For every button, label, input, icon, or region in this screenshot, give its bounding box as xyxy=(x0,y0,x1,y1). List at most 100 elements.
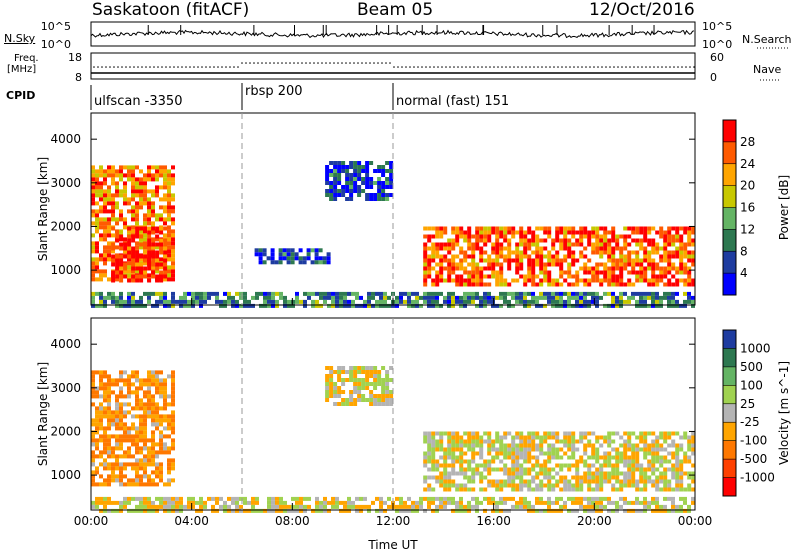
heatmap-cell xyxy=(119,426,123,431)
heatmap-cell xyxy=(591,496,595,501)
heatmap-cell xyxy=(575,270,580,275)
heatmap-cell xyxy=(543,459,548,464)
heatmap-cell xyxy=(275,303,279,308)
heatmap-cell xyxy=(439,266,444,271)
heatmap-cell xyxy=(539,262,544,267)
heatmap-cell xyxy=(103,482,107,487)
heatmap-cell xyxy=(479,471,484,476)
heatmap-cell xyxy=(383,303,387,308)
heatmap-cell xyxy=(155,165,159,170)
heatmap-cell xyxy=(151,414,155,419)
heatmap-cell xyxy=(603,463,608,468)
heatmap-cell xyxy=(347,500,351,505)
heatmap-cell xyxy=(527,451,532,456)
heatmap-cell xyxy=(451,479,456,484)
nave-point xyxy=(181,66,183,68)
heatmap-cell xyxy=(583,435,588,440)
heatmap-cell xyxy=(643,431,648,436)
heatmap-cell xyxy=(143,466,147,471)
heatmap-cell xyxy=(515,278,520,283)
heatmap-cell xyxy=(111,254,116,259)
heatmap-cell xyxy=(167,169,171,174)
heatmap-cell xyxy=(427,295,431,300)
heatmap-cell xyxy=(651,303,655,308)
heatmap-cell xyxy=(103,221,107,226)
heatmap-cell xyxy=(639,295,643,300)
heatmap-cell xyxy=(439,475,444,480)
heatmap-cell xyxy=(619,291,623,296)
heatmap-cell xyxy=(147,454,151,459)
heatmap-cell xyxy=(127,386,131,391)
heatmap-cell xyxy=(331,496,335,501)
heatmap-cell xyxy=(531,270,536,275)
heatmap-cell xyxy=(119,265,123,270)
heatmap-cell xyxy=(527,467,532,472)
heatmap-cell xyxy=(191,496,195,501)
heatmap-cell xyxy=(543,439,548,444)
heatmap-cell xyxy=(619,455,624,460)
heatmap-cell xyxy=(675,299,679,304)
heatmap-cell xyxy=(143,394,147,399)
heatmap-cell xyxy=(263,291,267,296)
heatmap-cell xyxy=(135,504,139,509)
heatmap-cell xyxy=(325,374,330,378)
nave-point xyxy=(405,66,407,68)
heatmap-cell xyxy=(167,177,171,182)
heatmap-cell xyxy=(111,205,115,210)
heatmap-cell xyxy=(563,483,568,488)
heatmap-cell xyxy=(135,478,139,483)
heatmap-cell xyxy=(211,504,215,509)
heatmap-cell xyxy=(278,248,283,253)
heatmap-cell xyxy=(519,463,524,468)
heatmap-cell xyxy=(333,386,338,390)
heatmap-cell xyxy=(223,299,227,304)
heatmap-cell xyxy=(647,303,651,308)
heatmap-cell xyxy=(318,256,323,261)
heatmap-cell xyxy=(167,173,171,178)
heatmap-cell xyxy=(91,221,95,226)
nave-point xyxy=(345,62,347,64)
heatmap-cell xyxy=(683,266,688,271)
heatmap-cell xyxy=(435,234,440,239)
heatmap-cell xyxy=(563,254,568,259)
heatmap-cell xyxy=(353,165,358,169)
heatmap-cell xyxy=(111,209,115,214)
heatmap-cell xyxy=(163,504,167,509)
heatmap-cell xyxy=(551,282,556,287)
heatmap-cell xyxy=(663,295,667,300)
heatmap-cell xyxy=(171,173,175,178)
heatmap-cell xyxy=(91,169,95,174)
heatmap-cell xyxy=(329,382,334,386)
heatmap-cell xyxy=(639,463,644,468)
heatmap-cell xyxy=(171,299,175,304)
heatmap-cell xyxy=(511,303,515,308)
heatmap-cell xyxy=(159,496,163,501)
nave-point xyxy=(281,62,283,64)
heatmap-cell xyxy=(683,282,688,287)
heatmap-cell xyxy=(451,303,455,308)
heatmap-cell xyxy=(539,483,544,488)
heatmap-cell xyxy=(679,226,684,231)
heatmap-cell xyxy=(131,269,135,274)
heatmap-cell xyxy=(443,459,448,464)
heatmap-cell xyxy=(341,398,346,402)
heatmap-cell xyxy=(439,471,444,476)
heatmap-cell xyxy=(535,483,540,488)
heatmap-cell xyxy=(367,299,371,304)
heatmap-cell xyxy=(459,471,464,476)
heatmap-cell xyxy=(99,257,103,262)
heatmap-cell xyxy=(443,299,447,304)
heatmap-cell xyxy=(615,463,620,468)
heatmap-cell xyxy=(347,299,351,304)
heatmap-cell xyxy=(111,390,115,395)
heatmap-cell xyxy=(487,500,491,505)
heatmap-cell xyxy=(679,278,684,283)
heatmap-cell xyxy=(361,394,366,398)
heatmap-cell xyxy=(635,254,640,259)
heatmap-cell xyxy=(333,169,338,173)
heatmap-cell xyxy=(323,504,327,509)
heatmap-cell xyxy=(623,254,628,259)
heatmap-cell xyxy=(471,459,476,464)
heatmap-cell xyxy=(319,295,323,300)
heatmap-cell xyxy=(131,406,135,411)
